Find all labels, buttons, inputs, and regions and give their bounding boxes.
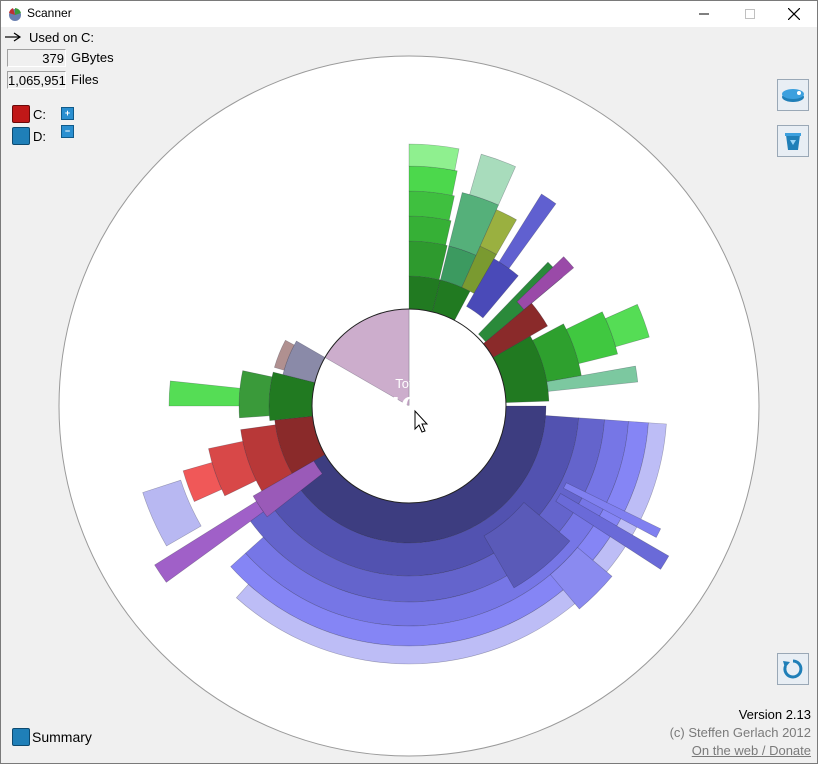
sunburst-chart[interactable]: Total 465 GBytes <box>1 27 817 763</box>
summary-toggle[interactable]: Summary <box>12 728 92 746</box>
sunburst-green-segment[interactable] <box>461 245 497 294</box>
sunburst-green-segment[interactable] <box>479 209 517 255</box>
app-icon <box>9 8 21 21</box>
sunburst-green-segment[interactable] <box>565 311 618 365</box>
sunburst-red-segment[interactable] <box>240 424 293 492</box>
summary-icon <box>12 728 30 746</box>
size-unit-label: GBytes <box>71 50 114 65</box>
version-label: Version 2.13 <box>738 707 811 722</box>
maximize-icon <box>745 9 755 19</box>
sunburst-blue-segment[interactable] <box>483 501 571 589</box>
sunburst-blue-segment[interactable] <box>563 482 662 538</box>
sunburst-green-segment[interactable] <box>469 153 516 206</box>
recycle-bin-icon <box>785 133 801 150</box>
sunburst-brown-segment[interactable] <box>274 339 295 371</box>
sunburst-segments[interactable] <box>142 143 670 665</box>
drive-c-label: C: <box>33 106 46 122</box>
sunburst-green-segment[interactable] <box>408 190 455 221</box>
sunburst-green-segment[interactable] <box>408 165 458 196</box>
mouse-cursor-icon <box>414 409 429 433</box>
used-on-label: Used on C: <box>29 29 95 45</box>
drive-d-collapse-button[interactable]: − <box>61 125 74 138</box>
sunburst-blue-segment[interactable] <box>555 493 670 570</box>
sunburst-green-segment[interactable] <box>408 143 460 171</box>
refresh-button[interactable] <box>777 653 809 685</box>
sunburst-green-segment[interactable] <box>408 240 448 280</box>
center-outline <box>311 308 507 504</box>
sunburst-blue-segment[interactable] <box>466 258 519 319</box>
close-button[interactable] <box>771 1 817 27</box>
drive-row-c[interactable]: C: <box>12 105 46 123</box>
title-bar: Scanner <box>1 1 817 27</box>
client-area: Total 465 GBytes Used on C: 379 GBytes 1… <box>1 27 817 763</box>
drive-c-expand-button[interactable]: + <box>61 107 74 120</box>
sunburst-green-segment[interactable] <box>168 380 241 407</box>
arrow-right-icon <box>5 32 22 42</box>
window-title: Scanner <box>27 6 72 20</box>
center-title: Total <box>395 376 423 391</box>
refresh-icon <box>783 659 803 679</box>
minimize-button[interactable] <box>681 1 727 27</box>
sunburst-green-segment[interactable] <box>408 215 452 246</box>
sunburst-blue-segment[interactable] <box>498 193 557 269</box>
sunburst-green-segment[interactable] <box>546 365 639 392</box>
sunburst-green-segment[interactable] <box>605 303 650 348</box>
close-icon <box>788 8 800 20</box>
maximize-button[interactable] <box>727 1 773 27</box>
sunburst-purple-segment[interactable] <box>252 460 323 518</box>
drive-scan-button[interactable] <box>777 79 809 111</box>
sunburst-blue-segment[interactable] <box>142 479 202 547</box>
sunburst-green-segment[interactable] <box>448 192 499 256</box>
sunburst-green-segment[interactable] <box>238 370 273 419</box>
copyright-label: (c) Steffen Gerlach 2012 <box>669 725 811 740</box>
summary-label: Summary <box>32 729 92 745</box>
sunburst-purple-segment[interactable] <box>516 256 575 311</box>
hard-drive-icon <box>782 89 804 102</box>
files-unit-label: Files <box>71 72 99 87</box>
sunburst-red-segment[interactable] <box>208 440 257 497</box>
drive-c-icon <box>12 105 30 123</box>
recycle-bin-button[interactable] <box>777 125 809 157</box>
center-value: 465 <box>384 390 435 427</box>
drive-row-d[interactable]: D: <box>12 127 46 145</box>
used-on-row: Used on C: <box>5 29 95 45</box>
size-value-box: 379 <box>7 49 66 67</box>
drive-d-label: D: <box>33 128 46 144</box>
sunburst-red-segment[interactable] <box>182 462 223 502</box>
sunburst-purple-segment[interactable] <box>154 500 264 583</box>
minimize-icon <box>699 13 709 15</box>
drive-d-icon <box>12 127 30 145</box>
sunburst-blue-segment[interactable] <box>549 546 613 610</box>
files-value-box: 1,065,951 <box>7 71 66 89</box>
web-donate-link[interactable]: On the web / Donate <box>691 743 811 758</box>
